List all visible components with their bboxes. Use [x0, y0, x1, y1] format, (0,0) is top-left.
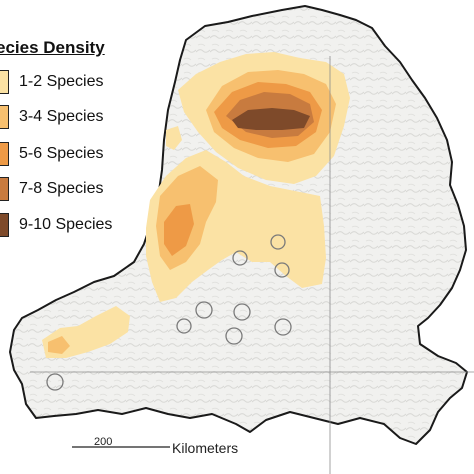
legend-item-3-4: 3-4 Species: [0, 105, 104, 129]
legend-swatch-9-10: [0, 213, 9, 237]
survey-site-circle: [270, 234, 286, 250]
legend-label-3-4: 3-4 Species: [19, 108, 104, 125]
legend-label-9-10: 9-10 Species: [19, 216, 113, 233]
legend-label-7-8: 7-8 Species: [19, 180, 104, 197]
survey-site-circle: [46, 373, 64, 391]
density-zones: [42, 52, 350, 358]
legend-swatch-1-2: [0, 70, 9, 94]
legend-item-9-10: 9-10 Species: [0, 213, 112, 237]
scale-bar-value: 200: [94, 436, 113, 448]
survey-site-circle: [195, 301, 213, 319]
density-zone-9-10-north: [232, 108, 310, 130]
survey-site-circle: [274, 318, 292, 336]
legend-swatch-3-4: [0, 105, 9, 129]
survey-site-circle: [176, 318, 192, 334]
legend-title: ecies Density: [0, 38, 105, 57]
legend-label-5-6: 5-6 Species: [19, 145, 104, 162]
density-zone-3-4-south-west: [48, 336, 70, 354]
legend-item-7-8: 7-8 Species: [0, 177, 104, 201]
legend-label-1-2: 1-2 Species: [19, 73, 104, 90]
survey-site-circle: [225, 327, 243, 345]
survey-sites: [46, 234, 292, 391]
survey-site-circle: [232, 250, 248, 266]
survey-site-circle: [233, 303, 251, 321]
scale-bar-unit: Kilometers: [172, 440, 239, 456]
legend-item-1-2: 1-2 Species: [0, 70, 104, 94]
legend-swatch-7-8: [0, 177, 9, 201]
survey-site-circle: [274, 262, 290, 278]
legend-swatch-5-6: [0, 142, 9, 166]
legend-item-5-6: 5-6 Species: [0, 142, 104, 166]
density-zone-5-6-west: [164, 204, 194, 256]
density-zone-1-2-spot: [166, 126, 182, 150]
